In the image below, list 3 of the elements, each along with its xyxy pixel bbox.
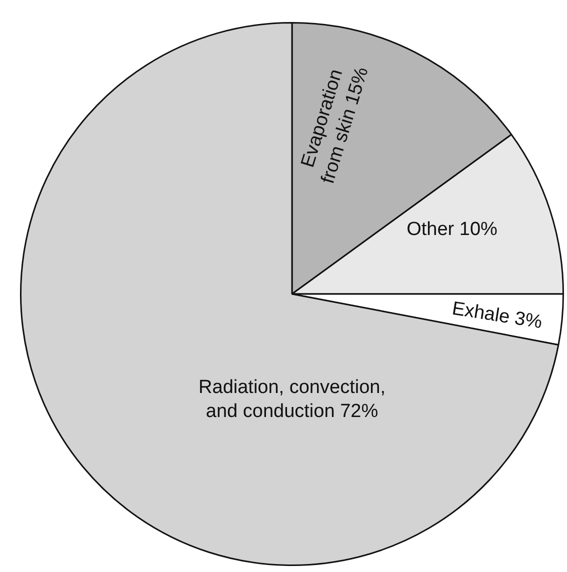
slice-label: Radiation, convection, and conduction 72% (198, 377, 386, 422)
slice-label: Exhale 3% (450, 298, 544, 334)
slice-label: Other 10% (406, 219, 498, 240)
